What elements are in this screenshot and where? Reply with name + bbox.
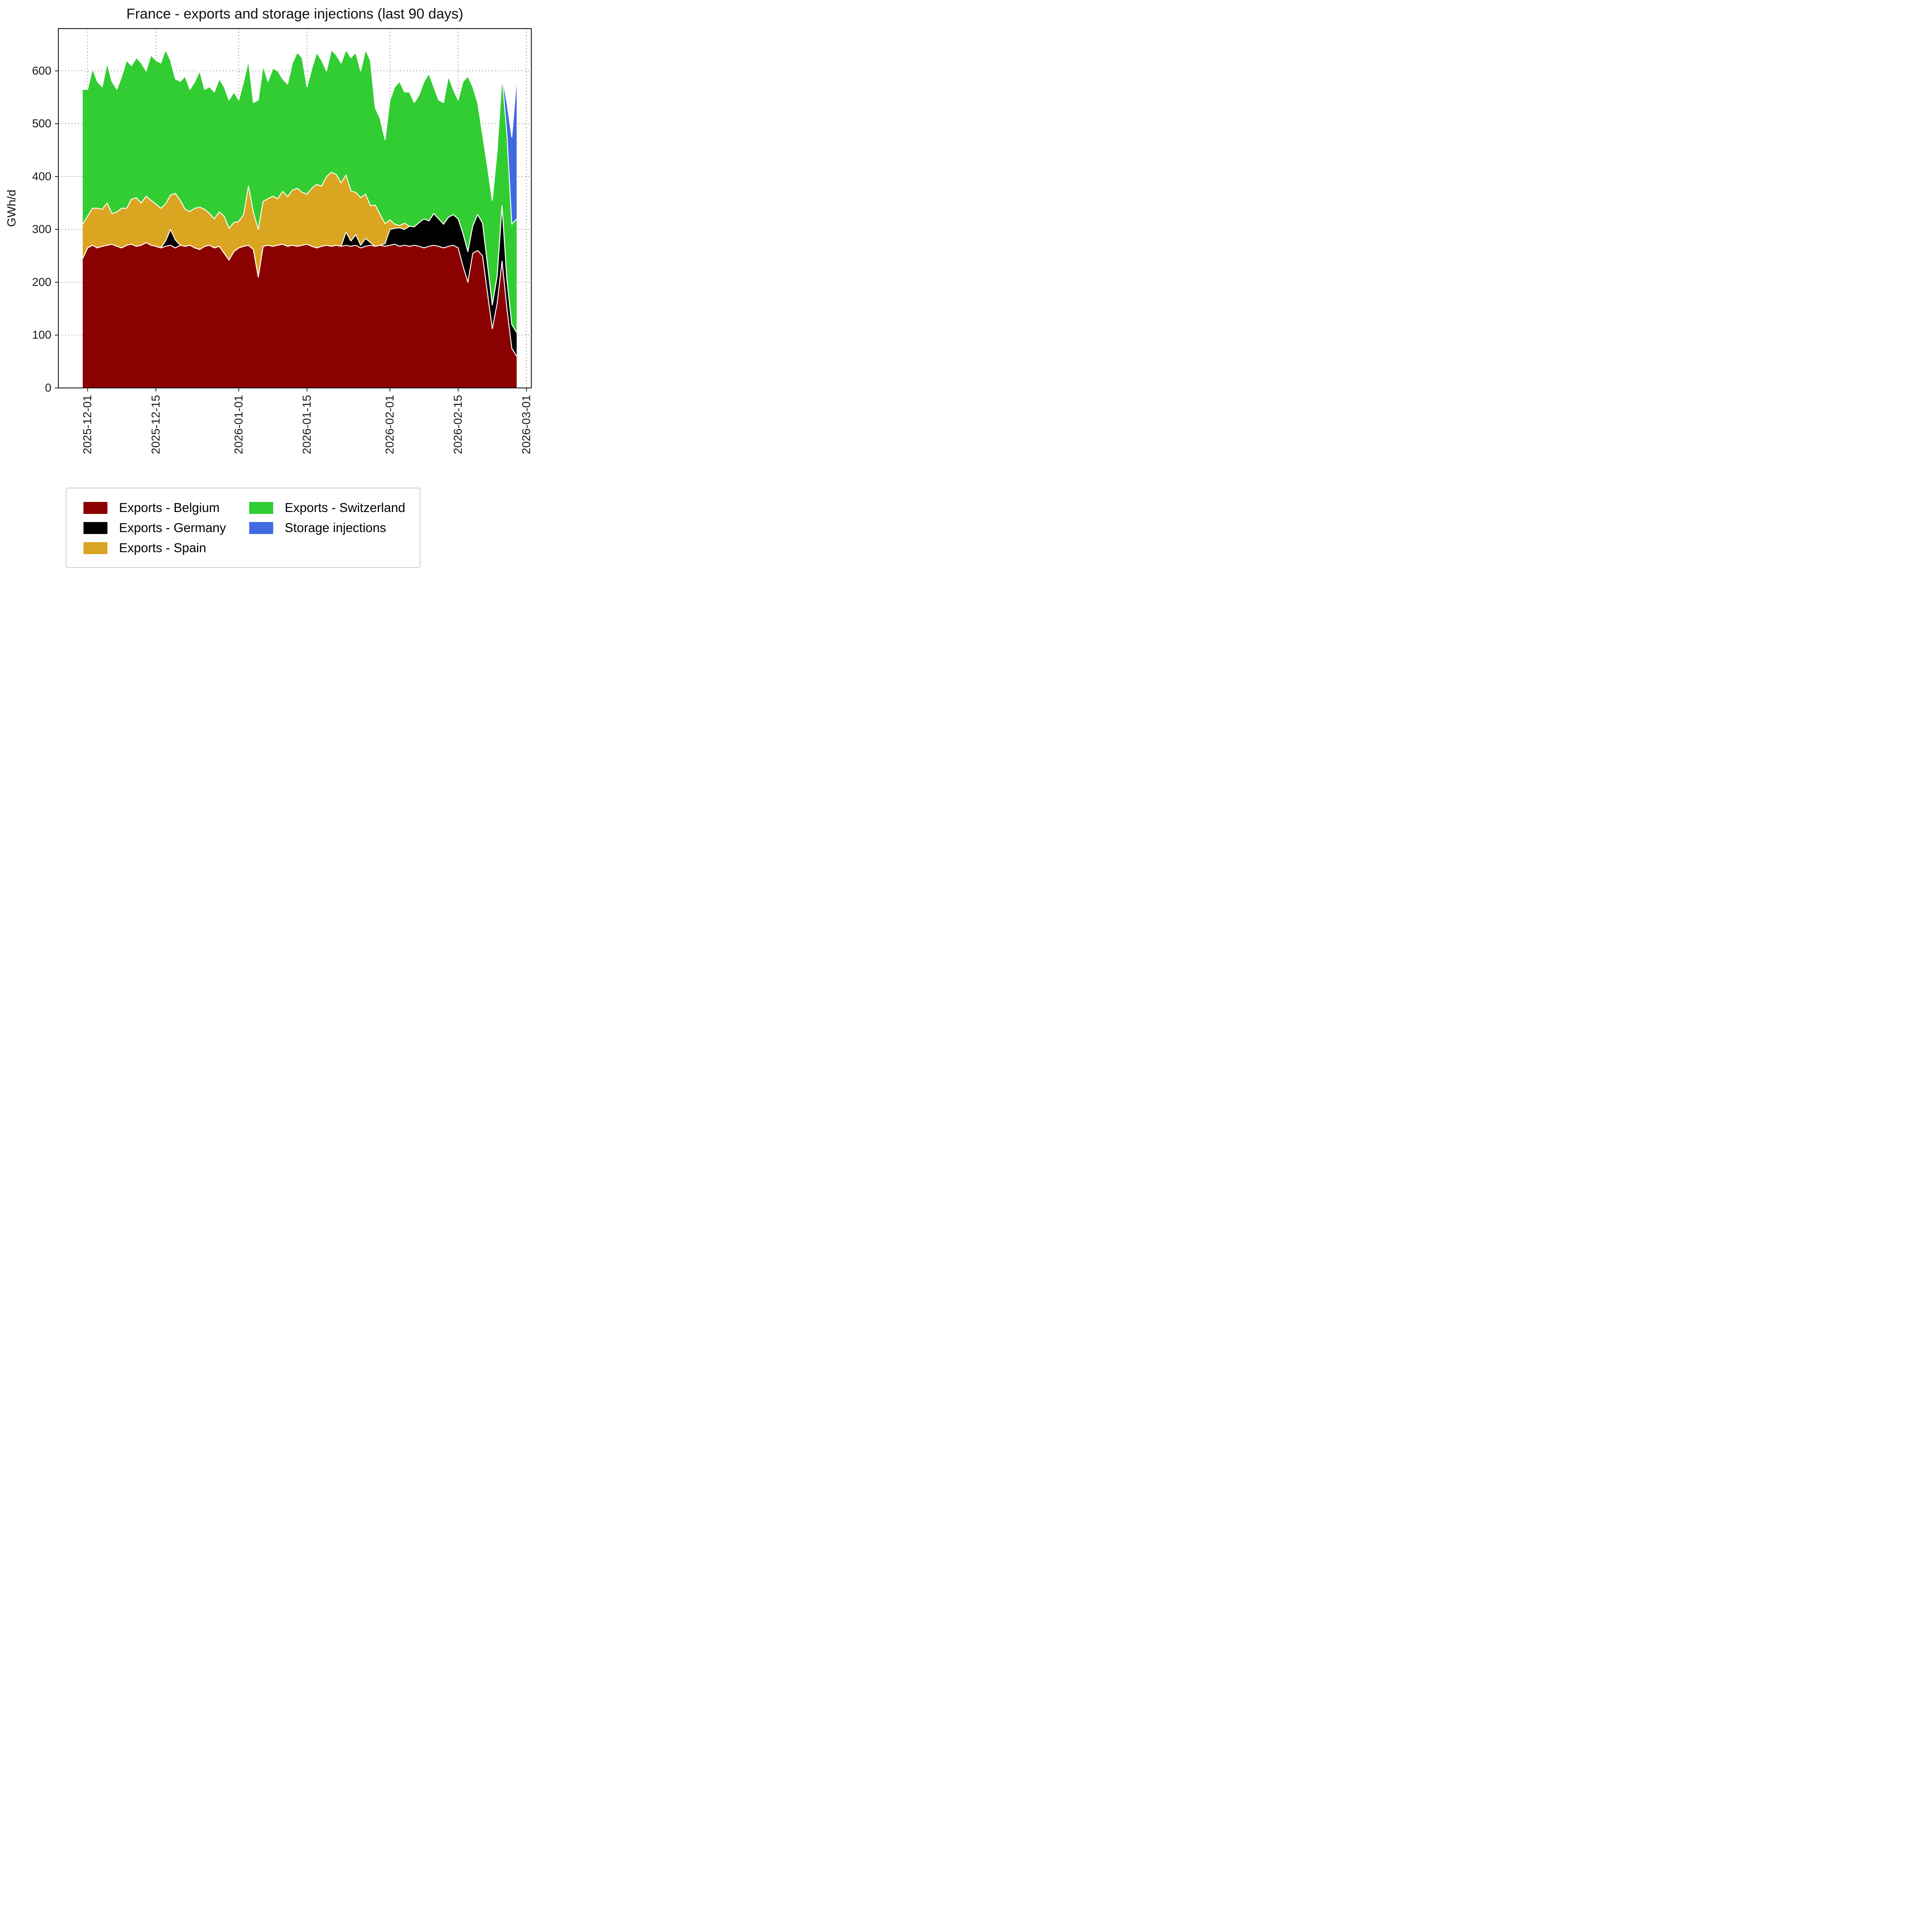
y-tick-label: 500	[32, 117, 51, 130]
legend-label-germany: Exports - Germany	[119, 520, 226, 535]
legend-item-switzerland: Exports - Switzerland	[249, 500, 405, 515]
legend-item-belgium: Exports - Belgium	[83, 500, 226, 515]
y-tick-label: 300	[32, 223, 51, 236]
y-tick-label: 600	[32, 65, 51, 77]
series-area	[83, 206, 517, 356]
x-tick-label: 2026-01-15	[301, 395, 313, 454]
chart-title: France - exports and storage injections …	[126, 6, 463, 22]
series-area	[83, 49, 517, 333]
x-tick-label: 2026-03-01	[520, 395, 533, 454]
series-edge	[83, 49, 517, 201]
legend-label-belgium: Exports - Belgium	[119, 500, 220, 515]
legend-item-spain: Exports - Spain	[83, 541, 226, 555]
legend-item-germany: Exports - Germany	[83, 520, 226, 535]
legend-swatch-switzerland	[249, 502, 273, 514]
x-tick-label: 2026-01-01	[232, 395, 245, 454]
y-axis-label: GWh/d	[5, 190, 18, 227]
x-tick-label: 2026-02-15	[452, 395, 464, 454]
chart-canvas: France - exports and storage injections …	[5, 6, 533, 454]
legend-swatch-belgium	[83, 502, 107, 514]
legend-item-storage: Storage injections	[249, 520, 405, 535]
series-area	[83, 242, 517, 388]
series-area	[83, 172, 517, 333]
y-tick-label: 100	[32, 329, 51, 342]
x-tick-label: 2025-12-15	[150, 395, 162, 454]
axes-spines	[58, 28, 532, 388]
legend-label-switzerland: Exports - Switzerland	[284, 500, 405, 515]
series-edge	[82, 172, 517, 333]
figure: France - exports and storage injections …	[0, 0, 548, 572]
legend-swatch-storage	[249, 522, 273, 534]
x-tick-label: 2025-12-01	[81, 395, 94, 454]
y-tick-label: 200	[32, 276, 51, 289]
plot-area: 0 100 200 300 400 500 600 2025-12-01 2025-12-15 2…	[32, 28, 533, 454]
x-tick-label: 2026-02-01	[384, 395, 396, 454]
y-tick-label: 400	[32, 170, 51, 183]
legend-swatch-germany	[83, 522, 107, 534]
legend-swatch-spain	[83, 542, 107, 554]
legend: Exports - Belgium Exports - Germany Expo…	[66, 488, 420, 568]
y-tick-label: 0	[45, 382, 51, 395]
legend-label-spain: Exports - Spain	[119, 541, 206, 555]
legend-label-storage: Storage injections	[284, 520, 386, 535]
